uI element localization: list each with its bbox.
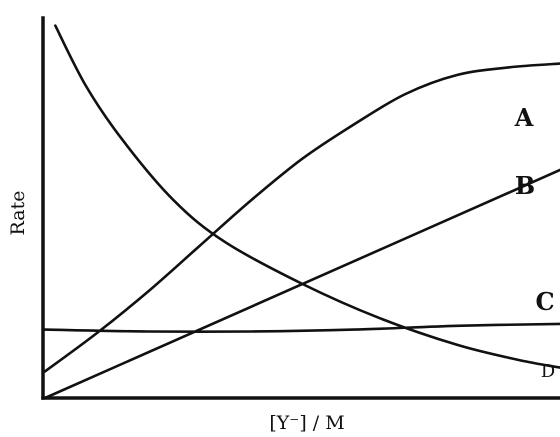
- series-layer: [43, 24, 560, 400]
- y-axis-label: Rate: [7, 191, 29, 236]
- x-axis-label: [Y⁻] / M: [269, 412, 344, 434]
- series-label-b: B: [515, 171, 535, 200]
- series-line-c: [43, 322, 560, 334]
- series-line-a: [43, 62, 560, 373]
- series-label-c: C: [535, 287, 554, 316]
- series-label-d: D: [541, 361, 555, 382]
- label-layer: A B C D: [514, 103, 556, 382]
- series-label-a: A: [514, 103, 534, 132]
- series-line-d: [54, 24, 560, 369]
